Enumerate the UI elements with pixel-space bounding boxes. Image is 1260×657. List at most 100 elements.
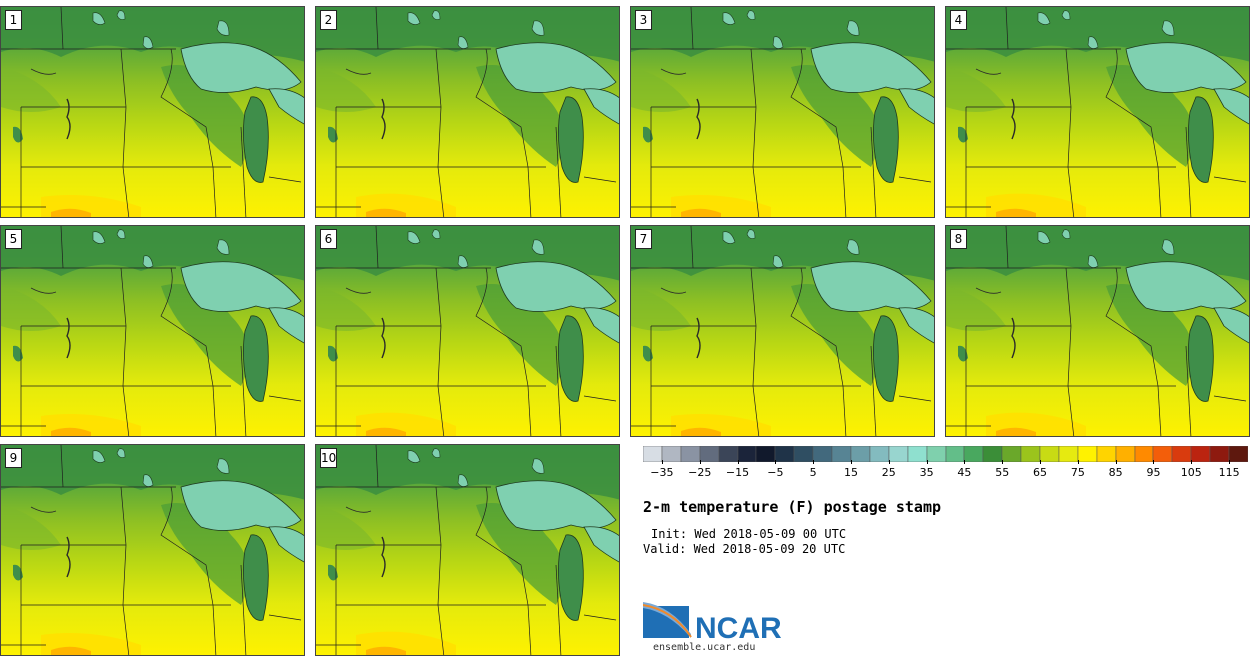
colorbar-swatch (963, 445, 984, 463)
colorbar-tick-label: 25 (881, 466, 896, 479)
colorbar-tick-mark (1191, 460, 1193, 464)
member-map-panel: 6 (315, 225, 620, 437)
ncar-logo-text: NCAR (695, 612, 782, 645)
colorbar-tick-label: −35 (650, 466, 674, 479)
colorbar-swatch (812, 445, 833, 463)
member-map-panel: 1 (0, 6, 305, 218)
temperature-map (1, 226, 304, 436)
colorbar-swatch (699, 445, 720, 463)
member-number-label: 3 (635, 10, 652, 30)
colorbar-tick-mark (813, 460, 815, 464)
colorbar-swatch (1115, 445, 1136, 463)
colorbar-tick-mark (1115, 460, 1117, 464)
colorbar-swatch (680, 445, 701, 463)
colorbar-swatch (982, 445, 1003, 463)
colorbar-swatch (718, 445, 739, 463)
colorbar-tick-label: 55 (995, 466, 1010, 479)
member-number-label: 10 (320, 448, 337, 468)
colorbar-tick-mark (661, 460, 663, 464)
colorbar-swatch (1134, 445, 1154, 463)
temperature-map (631, 7, 934, 217)
colorbar-tick-label: 65 (1033, 466, 1048, 479)
member-number-label: 8 (950, 229, 967, 249)
colorbar-tick-mark (737, 460, 739, 464)
colorbar-swatch (793, 445, 814, 463)
colorbar-swatch (1209, 445, 1230, 463)
colorbar-swatch (1001, 445, 1022, 463)
member-number-label: 9 (5, 448, 22, 468)
colorbar-tick-mark (888, 460, 890, 464)
colorbar-tick-label: 95 (1146, 466, 1161, 479)
colorbar-tick-mark (1002, 460, 1004, 464)
colorbar-tick-mark (926, 460, 928, 464)
init-time: Init: Wed 2018-05-09 00 UTC (651, 527, 847, 541)
colorbar-tick-label: 15 (843, 466, 858, 479)
colorbar-tick-label: 5 (809, 466, 817, 479)
colorbar-tick-label: 75 (1070, 466, 1085, 479)
colorbar-swatch (774, 445, 795, 463)
colorbar-swatch (1171, 445, 1192, 463)
colorbar-swatch (737, 445, 757, 463)
temperature-map (1, 445, 304, 655)
source-url: ensemble.ucar.edu (653, 642, 756, 653)
member-map-panel: 3 (630, 6, 935, 218)
ncar-logo: NCAR (642, 600, 793, 645)
member-map-panel: 7 (630, 225, 935, 437)
colorbar-tick-label: −15 (725, 466, 750, 479)
member-number-label: 6 (320, 229, 337, 249)
colorbar-tick-mark (1077, 460, 1079, 464)
temperature-map (316, 445, 619, 655)
figure-title: 2-m temperature (F) postage stamp (643, 498, 942, 516)
member-number-label: 1 (5, 10, 22, 30)
temperature-map (946, 7, 1249, 217)
colorbar-swatch (850, 445, 871, 463)
colorbar-swatch (661, 445, 682, 463)
colorbar-swatch (869, 445, 890, 463)
colorbar-swatch (1228, 445, 1249, 463)
colorbar-tick-label: 115 (1218, 466, 1240, 479)
temperature-colorbar (642, 445, 1249, 463)
colorbar-tick-label: 35 (919, 466, 934, 479)
colorbar-tick-label: 105 (1180, 466, 1202, 479)
colorbar-tick-mark (850, 460, 852, 464)
member-map-panel: 4 (945, 6, 1250, 218)
colorbar-tick-mark (1040, 460, 1042, 464)
colorbar-swatch (1096, 445, 1117, 463)
colorbar-swatch (926, 445, 947, 463)
temperature-map (946, 226, 1249, 436)
colorbar-swatch (1020, 445, 1041, 463)
colorbar-swatch (1077, 445, 1098, 463)
colorbar-swatch (1058, 445, 1079, 463)
colorbar-swatch (907, 445, 928, 463)
colorbar-tick-mark (775, 460, 777, 464)
colorbar-swatch (755, 445, 776, 463)
colorbar-tick-label: 85 (1108, 466, 1123, 479)
colorbar-tick-mark (1229, 460, 1231, 464)
colorbar-swatch (1039, 445, 1060, 463)
colorbar-tick-mark (1153, 460, 1155, 464)
member-number-label: 2 (320, 10, 337, 30)
colorbar-swatch (945, 445, 965, 463)
colorbar-swatch (1190, 445, 1211, 463)
colorbar-tick-label: −25 (688, 466, 712, 479)
member-map-panel: 10 (315, 444, 620, 656)
ncar-swoosh-icon: NCAR (642, 602, 782, 645)
colorbar-tick-mark (699, 460, 701, 464)
member-map-panel: 8 (945, 225, 1250, 437)
member-map-panel: 2 (315, 6, 620, 218)
member-map-panel: 9 (0, 444, 305, 656)
temperature-map (316, 226, 619, 436)
member-number-label: 7 (635, 229, 652, 249)
valid-time: Valid: Wed 2018-05-09 20 UTC (643, 542, 846, 556)
temperature-map (1, 7, 304, 217)
member-number-label: 5 (5, 229, 22, 249)
colorbar-tick-label: 45 (957, 466, 972, 479)
colorbar-swatch (642, 445, 663, 463)
temperature-map (631, 226, 934, 436)
colorbar-swatch (831, 445, 852, 463)
member-number-label: 4 (950, 10, 967, 30)
member-map-panel: 5 (0, 225, 305, 437)
colorbar-tick-label: −5 (767, 466, 784, 479)
colorbar-swatch (1152, 445, 1173, 463)
colorbar-tick-mark (964, 460, 966, 464)
